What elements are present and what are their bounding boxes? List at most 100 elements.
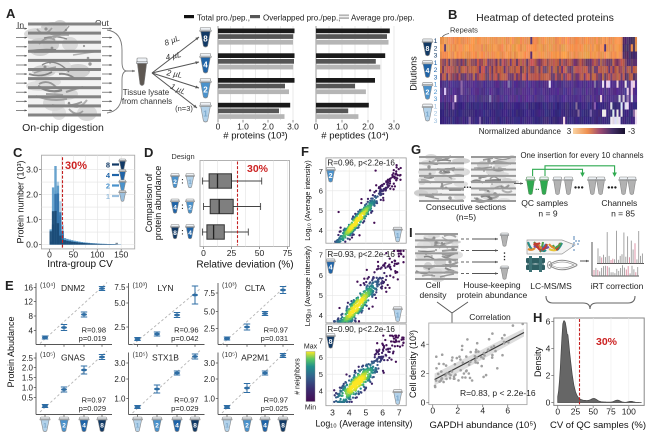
svg-text:Total pro./pep.,: Total pro./pep., bbox=[197, 14, 250, 23]
svg-text:1: 1 bbox=[434, 60, 438, 67]
svg-text:4: 4 bbox=[426, 68, 430, 75]
svg-text:50: 50 bbox=[69, 250, 79, 260]
svg-text:1: 1 bbox=[434, 82, 438, 89]
svg-text:2.5: 2.5 bbox=[204, 325, 216, 334]
svg-text:2: 2 bbox=[455, 406, 460, 416]
svg-text:Log₁₀ (Average intensity): Log₁₀ (Average intensity) bbox=[303, 160, 312, 240]
svg-text:2.5: 2.5 bbox=[114, 323, 126, 332]
svg-text:QC samples: QC samples bbox=[521, 198, 568, 208]
svg-text:0: 0 bbox=[555, 407, 560, 417]
svg-text:3: 3 bbox=[567, 127, 572, 136]
svg-text:Log₁₀ (Average intensity): Log₁₀ (Average intensity) bbox=[303, 246, 312, 326]
svg-text:6: 6 bbox=[546, 317, 551, 327]
svg-text:2: 2 bbox=[329, 173, 333, 180]
svg-text:2.0: 2.0 bbox=[204, 375, 216, 384]
svg-text:# neighbors: # neighbors bbox=[295, 358, 302, 395]
svg-text:25: 25 bbox=[571, 407, 581, 417]
svg-text:4: 4 bbox=[421, 339, 426, 349]
svg-text:6: 6 bbox=[505, 406, 510, 416]
svg-text:8: 8 bbox=[100, 423, 104, 430]
svg-text:CV of QC samples (%): CV of QC samples (%) bbox=[550, 420, 646, 431]
svg-text:0: 0 bbox=[430, 406, 435, 416]
svg-text:LYN: LYN bbox=[158, 283, 174, 293]
svg-text:0.0: 0.0 bbox=[26, 240, 38, 250]
svg-text:1: 1 bbox=[225, 423, 229, 430]
svg-text:-3: -3 bbox=[628, 127, 636, 136]
svg-text:●●●: ●●● bbox=[574, 185, 584, 191]
svg-text:Density: Density bbox=[533, 346, 543, 377]
svg-text:p=0.029: p=0.029 bbox=[171, 404, 198, 413]
svg-text:30%: 30% bbox=[65, 160, 87, 172]
svg-text:Relative deviation (%): Relative deviation (%) bbox=[196, 260, 293, 271]
svg-text:6: 6 bbox=[319, 271, 323, 280]
svg-text:Design: Design bbox=[171, 152, 194, 161]
svg-text:R=0.98: R=0.98 bbox=[82, 326, 106, 335]
svg-text:4: 4 bbox=[263, 423, 267, 430]
svg-text:(10⁵): (10⁵) bbox=[133, 352, 148, 359]
svg-text:p=0.019: p=0.019 bbox=[79, 334, 106, 343]
svg-text:2.5: 2.5 bbox=[22, 354, 34, 363]
svg-text:C: C bbox=[13, 145, 23, 160]
svg-text:7.5: 7.5 bbox=[204, 289, 216, 298]
svg-text:3.0: 3.0 bbox=[204, 359, 216, 368]
svg-text:protein abundance: protein abundance bbox=[457, 290, 528, 300]
svg-text:H: H bbox=[533, 310, 542, 325]
svg-text:Cell density (10³): Cell density (10³) bbox=[408, 330, 418, 398]
svg-text:R=0.96, p<2.2e-16: R=0.96, p<2.2e-16 bbox=[327, 159, 395, 168]
svg-text:8: 8 bbox=[193, 423, 197, 430]
svg-text:4: 4 bbox=[173, 204, 177, 211]
svg-text:# peptides (10⁴): # peptides (10⁴) bbox=[321, 131, 388, 142]
svg-text:3: 3 bbox=[434, 74, 438, 81]
svg-text:Tissue lysate: Tissue lysate bbox=[123, 88, 170, 97]
svg-text:B: B bbox=[448, 7, 457, 22]
svg-text:1 µL: 1 µL bbox=[169, 82, 187, 97]
svg-text:25: 25 bbox=[227, 248, 237, 258]
svg-text:1: 1 bbox=[434, 103, 438, 110]
svg-text:Min: Min bbox=[305, 405, 316, 412]
svg-text::: : bbox=[181, 177, 184, 186]
svg-text:R=0.97: R=0.97 bbox=[264, 396, 288, 405]
svg-text:R=0.97: R=0.97 bbox=[82, 396, 106, 405]
svg-text:2.0: 2.0 bbox=[26, 190, 38, 200]
svg-text:2: 2 bbox=[155, 423, 159, 430]
svg-text:75: 75 bbox=[283, 248, 293, 258]
svg-text:Correlation: Correlation bbox=[469, 312, 511, 322]
svg-text:density: density bbox=[420, 290, 448, 300]
svg-text:1.0: 1.0 bbox=[336, 122, 348, 132]
svg-text:0: 0 bbox=[314, 122, 319, 132]
svg-text:R=0.93, p<2.2e-16: R=0.93, p<2.2e-16 bbox=[327, 250, 395, 259]
svg-text:2: 2 bbox=[62, 423, 66, 430]
svg-text:5: 5 bbox=[364, 407, 369, 417]
svg-text:150: 150 bbox=[114, 250, 128, 260]
svg-text:Out: Out bbox=[95, 18, 109, 28]
svg-text:F: F bbox=[301, 144, 309, 159]
svg-text:iRT correction: iRT correction bbox=[591, 281, 644, 291]
svg-text:Repeats: Repeats bbox=[450, 26, 478, 35]
svg-text:(n=5): (n=5) bbox=[456, 212, 476, 222]
svg-text:3: 3 bbox=[434, 96, 438, 103]
svg-text:5.0: 5.0 bbox=[114, 299, 126, 308]
svg-text:8: 8 bbox=[173, 230, 177, 237]
svg-text:8: 8 bbox=[106, 161, 110, 170]
svg-text:STX1B: STX1B bbox=[152, 353, 179, 363]
svg-text:50: 50 bbox=[589, 407, 599, 417]
svg-text:4: 4 bbox=[106, 171, 111, 180]
svg-text:n = 85: n = 85 bbox=[611, 209, 635, 219]
svg-text:2.0: 2.0 bbox=[262, 122, 274, 132]
svg-text:8 µL: 8 µL bbox=[163, 34, 181, 48]
svg-text:R=0.83, p < 2.2e-16: R=0.83, p < 2.2e-16 bbox=[460, 388, 536, 398]
svg-text:4: 4 bbox=[329, 265, 333, 272]
svg-text:3.0: 3.0 bbox=[388, 122, 400, 132]
svg-text:R=0.97: R=0.97 bbox=[174, 396, 198, 405]
svg-text:2.0: 2.0 bbox=[114, 375, 126, 384]
svg-text:1: 1 bbox=[426, 111, 430, 118]
svg-text:2: 2 bbox=[245, 423, 249, 430]
svg-text:5: 5 bbox=[319, 206, 323, 215]
svg-text:p=0.025: p=0.025 bbox=[261, 404, 288, 413]
svg-text:protein abundance: protein abundance bbox=[153, 166, 163, 241]
svg-text:5: 5 bbox=[319, 291, 323, 300]
svg-text:DNM2: DNM2 bbox=[61, 283, 85, 293]
svg-text:p=0.042: p=0.042 bbox=[171, 334, 198, 343]
svg-text:1: 1 bbox=[434, 38, 438, 45]
svg-text:5.0: 5.0 bbox=[204, 308, 216, 317]
